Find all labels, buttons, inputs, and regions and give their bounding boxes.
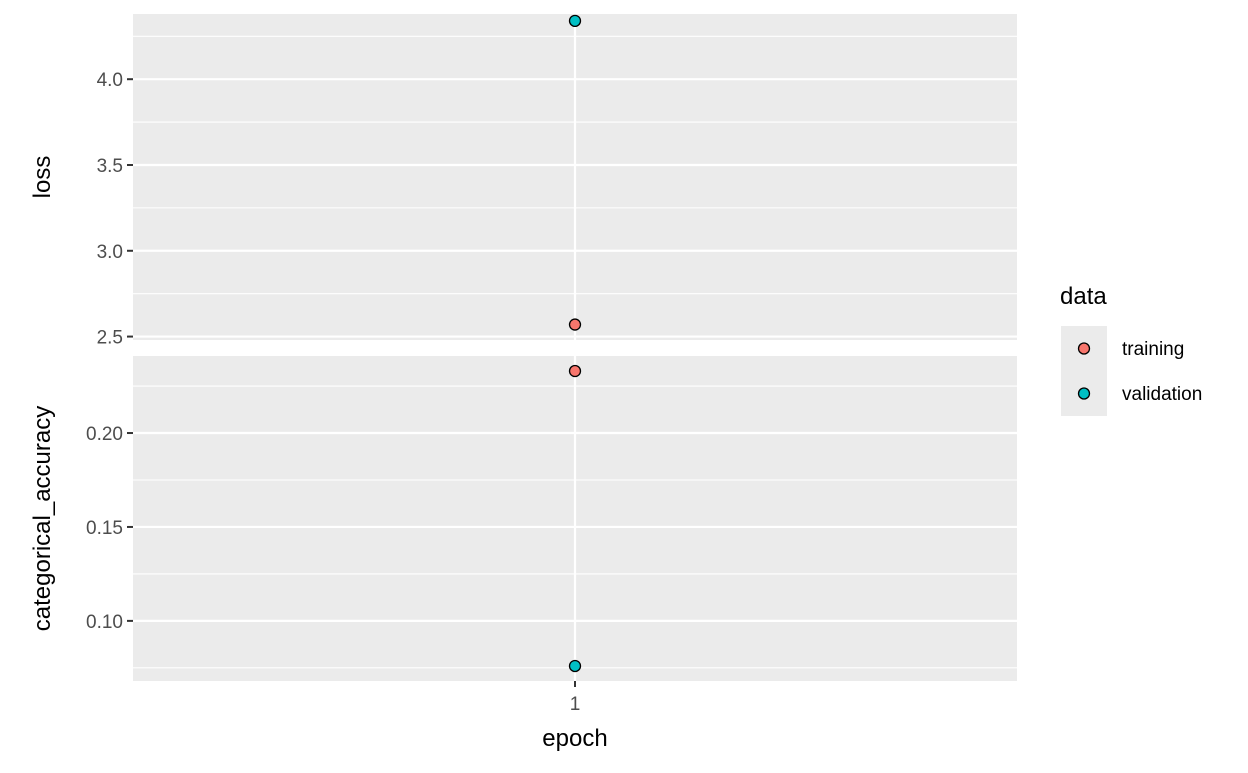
legend-title: data bbox=[1060, 283, 1107, 310]
y-axis-title-p1: loss bbox=[29, 156, 56, 199]
point-validation-loss-1 bbox=[568, 14, 582, 28]
y-tick-label-p1-1: 2.5 bbox=[97, 328, 123, 349]
x-tick-label-1: 1 bbox=[570, 694, 581, 715]
legend-key-validation bbox=[1077, 387, 1091, 400]
y-tick-label-p1-3: 3.5 bbox=[97, 156, 123, 177]
y-tick-label-p2-2: 0.15 bbox=[86, 518, 123, 539]
y-axis-title-p2: categorical_accuracy bbox=[29, 406, 56, 631]
point-training-categorical-accuracy-1 bbox=[568, 364, 582, 378]
y-tick-label-p1-4: 4.0 bbox=[97, 70, 123, 91]
point-validation-categorical-accuracy-1 bbox=[568, 659, 582, 673]
x-axis-title: epoch bbox=[542, 725, 607, 752]
legend-key-training bbox=[1077, 342, 1091, 355]
legend-label-training: training bbox=[1122, 339, 1184, 360]
point-training-loss-1 bbox=[568, 318, 582, 331]
y-tick-label-p2-3: 0.20 bbox=[86, 424, 123, 445]
y-tick-label-p2-1: 0.10 bbox=[86, 612, 123, 633]
y-tick-label-p1-2: 3.0 bbox=[97, 242, 123, 263]
legend-label-validation: validation bbox=[1122, 384, 1202, 405]
